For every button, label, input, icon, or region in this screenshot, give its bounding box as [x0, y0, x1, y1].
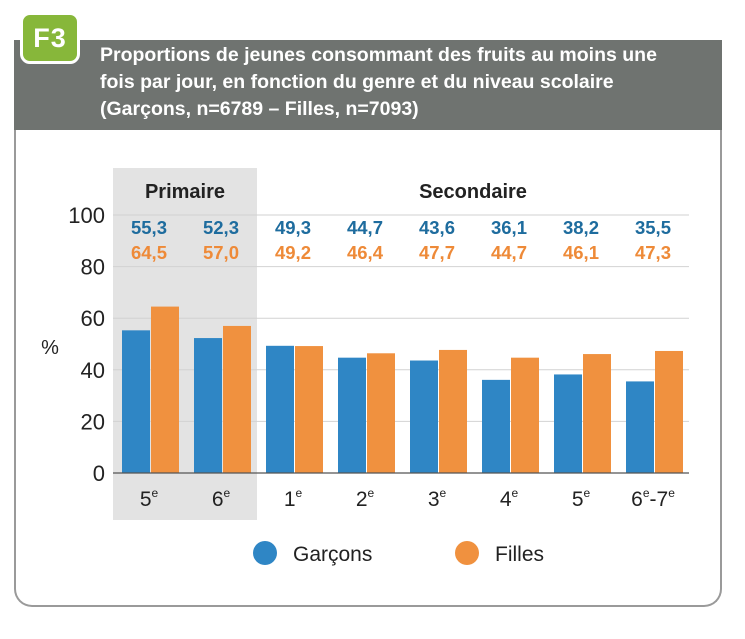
legend-label-filles: Filles [495, 543, 544, 566]
title-bar [14, 40, 722, 130]
x-tick-base: 6 [212, 488, 224, 511]
x-tick-sup: e [512, 486, 519, 500]
bar-garcons [122, 330, 150, 473]
figure-badge: F3 [20, 12, 80, 64]
x-tick-sup: e [668, 486, 675, 500]
x-tick-base: 1 [284, 488, 296, 511]
x-tick-mid: -7 [650, 488, 669, 511]
value-label-garcons: 55,3 [131, 217, 167, 238]
bar-filles [655, 350, 683, 473]
value-label-filles: 44,7 [491, 242, 527, 263]
legend-label-garcons: Garçons [293, 543, 372, 566]
x-tick-label: 5e [140, 486, 159, 511]
bar-filles [151, 306, 179, 473]
y-axis-label: % [41, 337, 59, 359]
x-tick-label: 2e [356, 486, 375, 511]
x-tick-label: 1e [284, 486, 303, 511]
bar-garcons [554, 374, 582, 473]
chart-title: Proportions de jeunes consommant des fru… [100, 42, 715, 123]
value-label-garcons: 35,5 [635, 217, 671, 238]
y-tick-label: 40 [81, 358, 105, 383]
value-label-garcons: 44,7 [347, 217, 383, 238]
x-tick-label: 3e [428, 486, 447, 511]
value-label-filles: 64,5 [131, 242, 167, 263]
title-line-1: Proportions de jeunes consommant des fru… [100, 44, 657, 66]
bar-garcons [194, 338, 222, 473]
x-tick-sup: e [643, 486, 650, 500]
y-tick-label: 80 [81, 255, 105, 280]
bar-garcons [410, 360, 438, 473]
value-label-garcons: 43,6 [419, 217, 455, 238]
x-tick-sup: e [296, 486, 303, 500]
x-tick-base: 6 [631, 488, 643, 511]
value-label-garcons: 49,3 [275, 217, 311, 238]
bar-garcons [482, 379, 510, 473]
bar-filles [511, 357, 539, 473]
bar-filles [439, 349, 467, 473]
bar-garcons [266, 345, 294, 473]
bar-garcons [338, 357, 366, 473]
bar-filles [583, 354, 611, 473]
bar-filles [295, 346, 323, 473]
x-tick-label: 5e [572, 486, 591, 511]
x-tick-base: 5 [572, 488, 584, 511]
x-tick-label: 6e-7e [631, 486, 675, 511]
value-label-garcons: 52,3 [203, 217, 239, 238]
value-label-filles: 47,3 [635, 242, 671, 263]
x-tick-sup: e [440, 486, 447, 500]
y-tick-label: 100 [68, 203, 105, 228]
x-tick-label: 6e [212, 486, 231, 511]
bar-filles [367, 353, 395, 473]
value-label-filles: 47,7 [419, 242, 455, 263]
x-tick-label: 4e [500, 486, 519, 511]
title-line-2: fois par jour, en fonction du genre et d… [100, 71, 614, 93]
x-tick-sup: e [224, 486, 231, 500]
x-tick-sup: e [584, 486, 591, 500]
value-label-garcons: 38,2 [563, 217, 599, 238]
group-label: Primaire [145, 181, 225, 203]
y-tick-label: 60 [81, 306, 105, 331]
value-label-filles: 49,2 [275, 242, 311, 263]
x-tick-base: 4 [500, 488, 512, 511]
y-tick-label: 20 [81, 409, 105, 434]
value-label-filles: 46,4 [347, 242, 384, 263]
legend-swatch-garcons [253, 541, 277, 565]
value-label-filles: 57,0 [203, 242, 239, 263]
title-line-3: (Garçons, n=6789 – Filles, n=7093) [100, 98, 419, 120]
x-tick-base: 3 [428, 488, 440, 511]
x-tick-base: 2 [356, 488, 368, 511]
group-label: Secondaire [419, 181, 527, 203]
value-label-garcons: 36,1 [491, 217, 527, 238]
y-tick-label: 0 [93, 461, 105, 486]
x-tick-sup: e [368, 486, 375, 500]
bar-garcons [626, 381, 654, 473]
x-tick-base: 5 [140, 488, 152, 511]
x-tick-sup: e [152, 486, 159, 500]
bar-filles [223, 325, 251, 473]
value-label-filles: 46,1 [563, 242, 599, 263]
legend-swatch-filles [455, 541, 479, 565]
